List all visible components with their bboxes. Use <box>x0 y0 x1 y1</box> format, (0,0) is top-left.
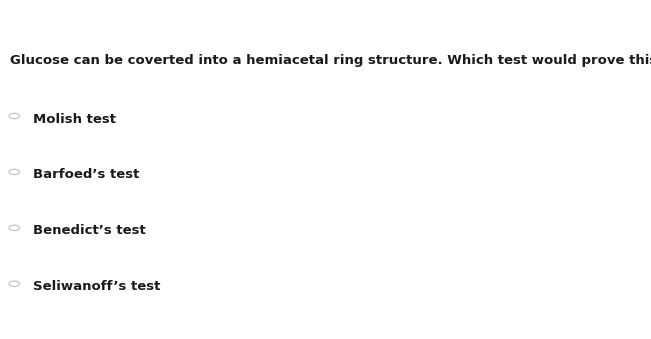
Text: Molish test: Molish test <box>33 113 115 125</box>
Text: Seliwanoff’s test: Seliwanoff’s test <box>33 280 160 293</box>
Text: Glucose can be coverted into a hemiacetal ring structure. Which test would prove: Glucose can be coverted into a hemiaceta… <box>10 54 651 67</box>
Text: Barfoed’s test: Barfoed’s test <box>33 168 139 181</box>
Text: Benedict’s test: Benedict’s test <box>33 224 145 237</box>
